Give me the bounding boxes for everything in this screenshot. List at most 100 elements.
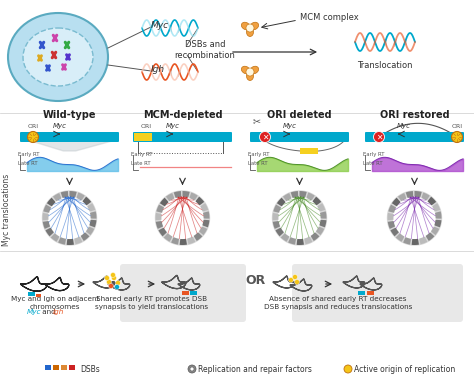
Polygon shape	[162, 197, 203, 239]
Text: Late RT: Late RT	[18, 161, 37, 166]
Polygon shape	[435, 211, 441, 218]
Polygon shape	[43, 221, 50, 229]
FancyBboxPatch shape	[292, 264, 463, 322]
Polygon shape	[406, 191, 413, 198]
Text: Myc: Myc	[151, 22, 169, 30]
Polygon shape	[67, 239, 74, 245]
Polygon shape	[316, 227, 324, 235]
Polygon shape	[291, 191, 298, 198]
Polygon shape	[89, 220, 96, 227]
Polygon shape	[319, 220, 327, 227]
Polygon shape	[275, 228, 284, 236]
Polygon shape	[431, 227, 439, 235]
Circle shape	[27, 131, 38, 142]
Text: Myc: Myc	[397, 123, 411, 129]
Circle shape	[109, 283, 113, 288]
Bar	[367, 291, 374, 295]
Text: Absence of shared early RT decreases
DSB synapsis and reduces translocations: Absence of shared early RT decreases DSB…	[264, 296, 412, 310]
FancyBboxPatch shape	[133, 132, 232, 142]
Ellipse shape	[250, 66, 259, 74]
Polygon shape	[43, 213, 49, 220]
Polygon shape	[58, 237, 66, 245]
Polygon shape	[304, 237, 312, 244]
Text: Early RT: Early RT	[131, 152, 153, 157]
Polygon shape	[277, 198, 286, 207]
Circle shape	[190, 367, 194, 371]
Circle shape	[292, 275, 298, 280]
Polygon shape	[312, 197, 321, 205]
Polygon shape	[300, 191, 307, 198]
Text: MCM-depleted: MCM-depleted	[143, 110, 222, 120]
Polygon shape	[193, 232, 202, 241]
Text: Early RT: Early RT	[363, 152, 384, 157]
Polygon shape	[388, 191, 441, 245]
Text: Early RT: Early RT	[248, 152, 270, 157]
Polygon shape	[48, 197, 91, 239]
Circle shape	[289, 278, 293, 283]
Text: OR: OR	[246, 273, 266, 286]
Polygon shape	[200, 203, 208, 212]
Polygon shape	[195, 197, 204, 205]
Circle shape	[246, 24, 254, 32]
Circle shape	[246, 68, 254, 76]
Polygon shape	[90, 211, 97, 218]
Polygon shape	[421, 192, 430, 201]
Bar	[45, 365, 51, 370]
Circle shape	[452, 131, 463, 142]
Bar	[28, 292, 35, 296]
Polygon shape	[182, 191, 190, 198]
Polygon shape	[419, 237, 428, 244]
Polygon shape	[388, 221, 395, 229]
Polygon shape	[388, 205, 396, 213]
Text: Active origin of replication: Active origin of replication	[354, 364, 455, 374]
FancyBboxPatch shape	[250, 132, 349, 142]
Circle shape	[188, 365, 196, 373]
Polygon shape	[393, 197, 436, 239]
Polygon shape	[171, 237, 179, 245]
Bar	[190, 291, 197, 295]
Text: DSBs and
recombination: DSBs and recombination	[174, 40, 236, 60]
Text: Myc and Igh on adjacent
chromosomes: Myc and Igh on adjacent chromosomes	[11, 296, 99, 310]
Text: ✕: ✕	[376, 132, 382, 141]
Polygon shape	[306, 192, 315, 201]
Polygon shape	[61, 191, 68, 198]
Text: Late RT: Late RT	[248, 161, 268, 166]
Text: Late RT: Late RT	[363, 161, 383, 166]
Ellipse shape	[246, 28, 254, 36]
Text: Wild-type: Wild-type	[43, 110, 96, 120]
Polygon shape	[278, 197, 320, 239]
Polygon shape	[74, 237, 82, 244]
Polygon shape	[160, 198, 169, 207]
Polygon shape	[51, 233, 59, 242]
Polygon shape	[391, 228, 399, 236]
Text: Replication and repair factors: Replication and repair factors	[198, 364, 312, 374]
Polygon shape	[273, 191, 327, 245]
Polygon shape	[396, 233, 404, 242]
Text: and: and	[40, 309, 58, 315]
Ellipse shape	[241, 66, 250, 74]
Circle shape	[115, 285, 119, 290]
Polygon shape	[432, 203, 440, 212]
Polygon shape	[164, 233, 173, 242]
Polygon shape	[203, 211, 210, 218]
Polygon shape	[53, 193, 62, 201]
Text: Late RT: Late RT	[131, 161, 151, 166]
Polygon shape	[428, 197, 436, 205]
Bar	[301, 148, 319, 154]
Polygon shape	[403, 237, 411, 245]
Text: Myc: Myc	[166, 123, 180, 129]
Polygon shape	[310, 232, 319, 241]
Bar	[134, 133, 152, 141]
Polygon shape	[180, 239, 187, 245]
Bar	[69, 365, 75, 370]
FancyBboxPatch shape	[20, 132, 119, 142]
Polygon shape	[202, 220, 210, 227]
Polygon shape	[87, 203, 95, 212]
Text: Myc: Myc	[283, 123, 297, 129]
Polygon shape	[398, 193, 407, 201]
Polygon shape	[47, 198, 55, 207]
Polygon shape	[81, 232, 90, 241]
Circle shape	[107, 280, 111, 285]
Polygon shape	[86, 227, 94, 235]
Bar	[36, 294, 41, 297]
